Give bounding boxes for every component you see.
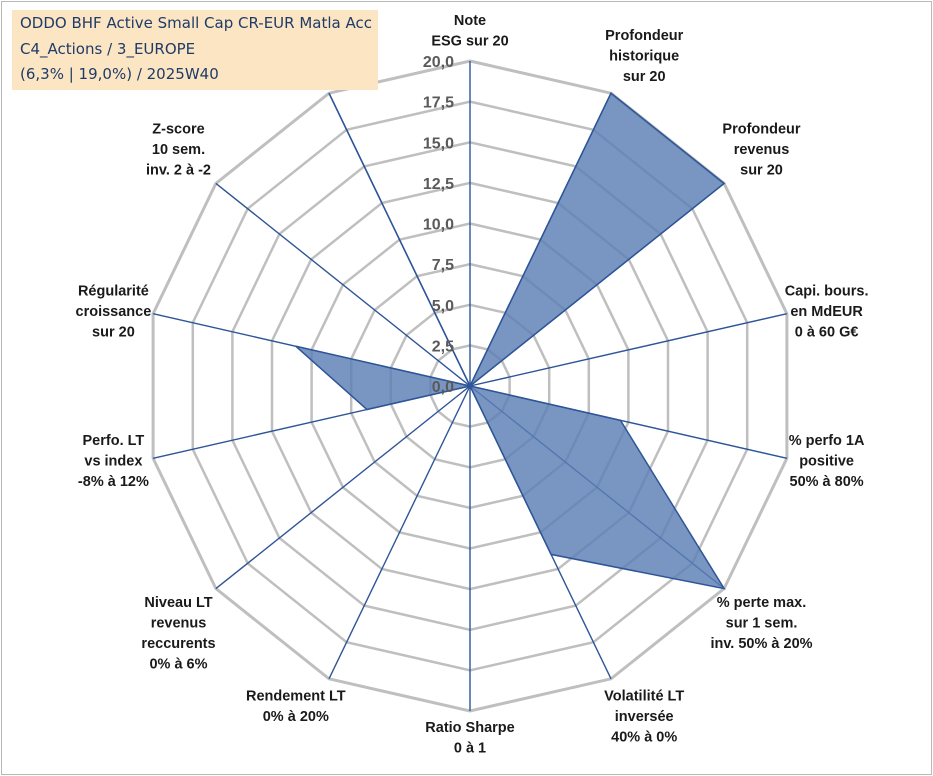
axis-label-line: croissance [76,304,152,320]
axis-label-line: positive [799,454,854,470]
axis-label-line: sur 1 sem. [726,616,798,632]
tick-label-0: 0,0 [432,379,454,396]
axis-label-10: Perfo. LT vs index -8% à 12% [78,433,149,490]
axis-label-11: Régularité croissance sur 20 [76,283,152,340]
spoke-12 [215,182,471,387]
axis-label-line: 0 à 1 [454,741,486,757]
axis-label-2: Profondeur revenus sur 20 [722,121,800,178]
axis-label-7: Ratio Sharpe 0 à 1 [425,720,514,757]
axis-label-line: sur 20 [740,162,783,178]
axis-label-line: 0 à 60 G€ [795,324,859,340]
axis-label-line: reccurents [141,636,215,652]
axis-label-line: sur 20 [92,324,135,340]
axis-label-line: Ratio Sharpe [425,720,514,736]
fund-name: ODDO BHF Active Small Cap CR-EUR Matla A… [20,14,372,32]
axis-label-line: Régularité [78,283,149,299]
axis-label-3: Capi. bours. en MdEUR 0 à 60 G€ [785,283,869,340]
tick-label-1: 2,5 [432,338,454,355]
axis-label-line: Profondeur [722,121,800,137]
axis-label-line: sur 20 [623,69,666,85]
axis-label-line: % perte max. [717,595,806,611]
fund-stats: (6,3% | 19,0%) / 2025W40 [20,65,219,83]
axis-label-line: Note [454,13,486,29]
axis-label-line: 0% à 20% [263,709,329,725]
axis-label-line: Z-score [152,121,204,137]
spoke-8 [328,385,471,680]
tick-label-2: 5,0 [432,298,454,315]
tick-label-8: 20,0 [423,54,454,71]
axis-label-line: Profondeur [605,28,683,44]
fund-category: C4_Actions / 3_EUROPE [20,40,196,58]
axis-label-line: vs index [84,454,142,470]
axis-label-line: 50% à 80% [790,474,864,490]
axis-label-line: 40% à 0% [611,730,677,746]
axis-label-line: inv. 2 à -2 [146,162,211,178]
axis-label-line: Volatilité LT [604,689,684,705]
axis-label-line: % perfo 1A [789,433,865,449]
radar-tick-labels: 0,0 2,5 5,0 7,5 10,0 12,5 15,0 17,5 20,0 [423,54,454,396]
axis-label-line: en MdEUR [790,304,863,320]
axis-label-4: % perfo 1A positive 50% à 80% [789,433,865,490]
axis-label-line: Rendement LT [246,689,346,705]
axis-label-line: -8% à 12% [78,474,149,490]
tick-label-7: 17,5 [423,95,454,112]
axis-label-line: Perfo. LT [83,433,145,449]
radar-axis-labels: Note ESG sur 20 Profondeur historique sur 20… [76,13,869,757]
axis-label-line: inversée [615,709,674,725]
axis-label-5: % perte max. sur 1 sem. inv. 50% à 20% [710,595,812,652]
spoke-3 [469,313,788,387]
axis-label-0: Note ESG sur 20 [431,13,508,50]
spoke-9 [215,385,471,590]
axis-label-1: Profondeur historique sur 20 [605,28,683,85]
axis-label-line: revenus [734,142,790,158]
axis-label-line: historique [609,48,679,64]
axis-label-6: Volatilité LT inversée 40% à 0% [604,689,684,746]
axis-label-line: ESG sur 20 [431,34,508,50]
radar-series [295,92,726,590]
tick-label-3: 7,5 [432,257,454,274]
axis-label-9: Niveau LT revenus reccurents 0% à 6% [141,595,215,673]
tick-label-4: 10,0 [423,217,454,234]
axis-label-line: Niveau LT [144,595,212,611]
axis-label-line: 0% à 6% [149,657,207,673]
tick-label-6: 15,0 [423,135,454,152]
axis-label-line: inv. 50% à 20% [710,636,812,652]
axis-label-line: 10 sem. [152,142,205,158]
axis-label-12: Z-score 10 sem. inv. 2 à -2 [146,121,211,178]
tick-label-5: 12,5 [423,176,454,193]
axis-label-line: revenus [151,616,207,632]
axis-label-8: Rendement LT 0% à 20% [246,689,346,726]
axis-label-line: Capi. bours. [785,283,869,299]
fund-info-box: ODDO BHF Active Small Cap CR-EUR Matla A… [12,10,378,90]
